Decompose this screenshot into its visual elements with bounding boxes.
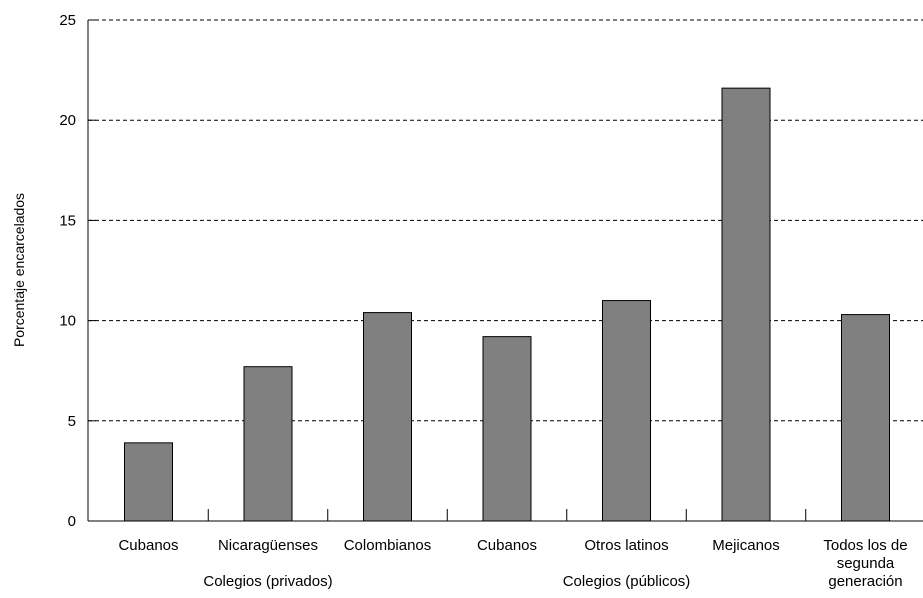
x-tick-label: Todos los de [823, 537, 907, 554]
x-tick-label: Mejicanos [712, 537, 780, 554]
y-tick-label: 20 [59, 112, 76, 129]
bar [841, 314, 890, 522]
x-tick-label: Colombianos [344, 537, 432, 554]
y-tick-label: 25 [59, 12, 76, 29]
grid-lines [88, 19, 923, 422]
y-ticks: 0 5 10 15 20 25 [59, 12, 96, 530]
x-tick-label: generación [828, 573, 902, 590]
group-label: Colegios (privados) [203, 573, 332, 590]
x-ticks [207, 509, 807, 521]
bar [243, 366, 293, 522]
y-axis-label: Porcentaje encarcelados [11, 193, 27, 347]
bar [482, 336, 532, 522]
x-tick-labels: Cubanos Nicaragüenses Colombianos Cubanos Ot… [118, 537, 907, 590]
y-tick-label: 15 [59, 212, 76, 229]
bars [124, 87, 890, 522]
y-tick-label: 5 [68, 413, 76, 430]
bar [124, 442, 173, 522]
x-tick-label: segunda [837, 555, 895, 572]
group-labels: Colegios (privados) Colegios (públicos) [203, 573, 690, 590]
x-tick-label: Cubanos [477, 537, 537, 554]
bar [602, 300, 651, 522]
y-tick-label: 0 [68, 513, 76, 530]
x-tick-label: Nicaragüenses [218, 537, 318, 554]
axes [87, 20, 923, 522]
group-label: Colegios (públicos) [563, 573, 691, 590]
y-tick-label: 10 [59, 313, 76, 330]
x-tick-label: Otros latinos [584, 537, 668, 554]
bar [721, 87, 771, 522]
x-tick-label: Cubanos [118, 537, 178, 554]
bar [363, 312, 412, 522]
